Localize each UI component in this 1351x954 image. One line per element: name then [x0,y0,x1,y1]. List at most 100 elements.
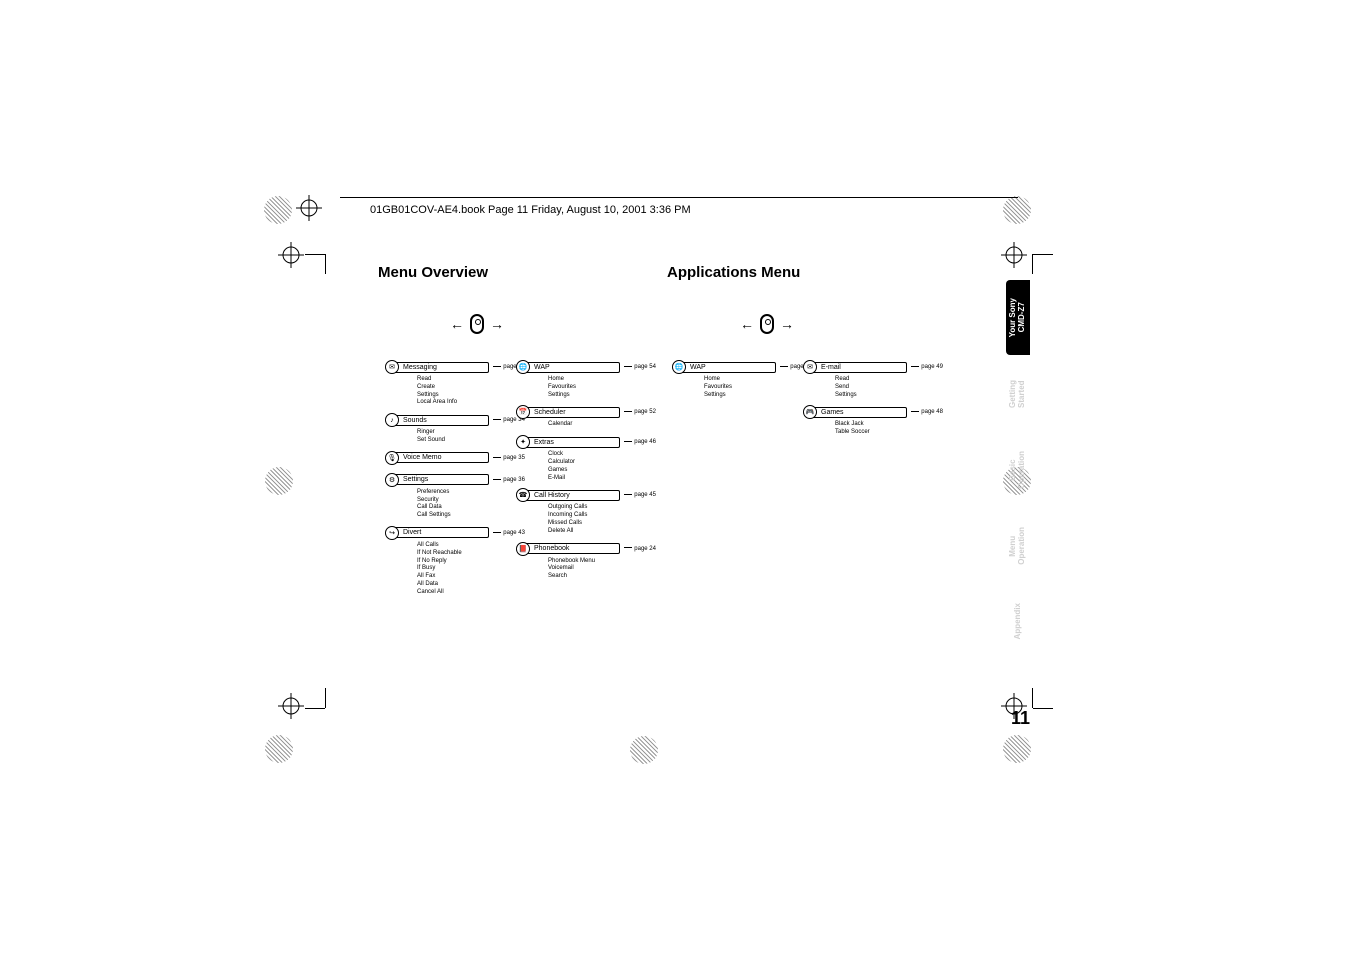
menu-label: Messaging [395,362,489,373]
sub-item: Send [835,384,943,392]
menu-pill: 🌐WAP page 54 [516,360,656,374]
sub-items: ReadSendSettings [803,376,943,399]
crop-line [1032,688,1033,708]
sub-item: All Fax [417,573,525,581]
sub-item: Voicemail [548,565,656,573]
menu-label: E-mail [813,362,907,373]
side-tab-label: Your Sony CMD-Z7 [1009,298,1027,337]
side-tab-label: Basic Operation [1009,451,1027,489]
side-tab: Appendix [1006,584,1030,659]
sub-item: If No Reply [417,558,525,566]
corner-pattern [1003,196,1031,224]
applications-right: ✉E-mailpage 49ReadSendSettings🎮Gamespage… [803,360,943,443]
sub-item: Calculator [548,459,656,467]
crop-line [1033,254,1053,255]
crop-line [305,254,325,255]
sub-item: Table Soccer [835,429,943,437]
menu-overview-left: ✉Messagingpage 30ReadCreateSettingsLocal… [385,360,525,603]
menu-pill: ♪Soundspage 34 [385,413,525,427]
crop-mark [296,195,322,221]
menu-pill: 📕Phonebookpage 24 [516,542,656,556]
sub-item: Outgoing Calls [548,504,656,512]
sub-items: HomeFavouritesSettings [516,376,656,399]
menu-icon: 🎙 [385,451,399,465]
corner-pattern [264,196,292,224]
menu-label: Settings [395,474,489,485]
sub-item: Read [835,376,943,384]
menu-icon: 🌐 [672,360,686,374]
menu-pill: ↪Divertpage 43 [385,526,525,540]
side-tab: Basic Operation [1006,432,1030,507]
crop-mark [278,693,304,719]
sub-items: Black JackTable Soccer [803,421,943,437]
corner-pattern [1003,735,1031,763]
sub-items: HomeFavouritesSettings [672,376,812,399]
side-tab-label: Menu Operation [1009,527,1027,565]
menu-overview-right: 🌐WAP page 54 HomeFavouritesSettings 📅Schedu… [516,360,656,587]
header-rule [340,197,1018,198]
menu-pill: 📅Schedulerpage 52 [516,405,656,419]
sub-item: Set Sound [417,437,525,445]
sub-item: Settings [704,392,812,400]
sub-item: Settings [548,392,656,400]
menu-label: Phonebook [526,543,620,554]
crop-line [325,254,326,274]
sub-item: Favourites [548,384,656,392]
menu-label: Divert [395,527,489,538]
sub-items: Outgoing CallsIncoming CallsMissed Calls… [516,504,656,535]
sub-items: PreferencesSecurityCall DataCall Setting… [385,489,525,520]
sub-item: Settings [835,392,943,400]
menu-label: WAP [526,362,620,373]
menu-pill: 🎮Gamespage 48 [803,405,943,419]
sub-item: Call Settings [417,512,525,520]
menu-pill: 🎙Voice Memopage 35 [385,451,525,465]
sub-items: Phonebook MenuVoicemailSearch [516,558,656,581]
menu-label: Call History [526,490,620,501]
sub-items: RingerSet Sound [385,429,525,445]
menu-label: Sounds [395,415,489,426]
menu-label: Extras [526,437,620,448]
menu-icon: ↪ [385,526,399,540]
sub-item: Settings [417,392,525,400]
sub-item: Home [548,376,656,384]
jog-dial-icon: ←→ [740,314,794,334]
side-pattern [265,467,293,495]
menu-pill: 🌐WAPpage 54 [672,360,812,374]
menu-icon: 🌐 [516,360,530,374]
menu-icon: ⚙ [385,473,399,487]
crop-mark [1001,242,1027,268]
sub-item: Ringer [417,429,525,437]
menu-pill: ✉Messagingpage 30 [385,360,525,374]
jog-dial-icon: ←→ [450,314,504,334]
header-path: 01GB01COV-AE4.book Page 11 Friday, Augus… [370,204,691,216]
side-pattern [630,736,658,764]
sub-item: Favourites [704,384,812,392]
sub-item: Security [417,497,525,505]
side-tab: Menu Operation [1006,508,1030,583]
menu-icon: 📕 [516,542,530,556]
crop-mark [278,242,304,268]
sub-item: Read [417,376,525,384]
crop-line [305,708,325,709]
menu-label: Voice Memo [395,452,489,463]
sub-item: Black Jack [835,421,943,429]
sub-items: ClockCalculatorGamesE-Mail [516,451,656,482]
menu-pill: ☎Call Historypage 45 [516,488,656,502]
side-tabs: Your Sony CMD-Z7 Getting Started Basic Ope… [1006,280,1030,660]
menu-icon: ✉ [803,360,817,374]
page-ref: page 46 [624,439,656,445]
sub-item: Calendar [548,421,656,429]
side-tab-label: Getting Started [1009,380,1027,408]
sub-item: Clock [548,451,656,459]
sub-items: All CallsIf Not ReachableIf No ReplyIf B… [385,542,525,597]
menu-pill: ✦Extraspage 46 [516,435,656,449]
page-ref: page 54 [624,364,656,370]
sub-item: Cancel All [417,589,525,597]
crop-line [1032,254,1033,274]
sub-item: Create [417,384,525,392]
title-applications-menu: Applications Menu [667,264,800,281]
sub-item: If Busy [417,565,525,573]
side-tab: Getting Started [1006,356,1030,431]
sub-item: Missed Calls [548,520,656,528]
side-tab-label: Appendix [1014,603,1023,639]
